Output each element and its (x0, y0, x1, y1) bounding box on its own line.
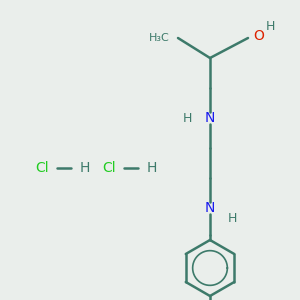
Text: H: H (80, 161, 90, 175)
Text: H: H (147, 161, 158, 175)
Text: H: H (183, 112, 192, 124)
Text: Cl: Cl (102, 161, 116, 175)
Text: N: N (205, 111, 215, 125)
Text: O: O (253, 29, 264, 43)
Text: Cl: Cl (35, 161, 49, 175)
Text: H₃C: H₃C (149, 33, 170, 43)
Text: N: N (205, 201, 215, 215)
Text: H: H (266, 20, 275, 32)
Text: H: H (228, 212, 237, 224)
